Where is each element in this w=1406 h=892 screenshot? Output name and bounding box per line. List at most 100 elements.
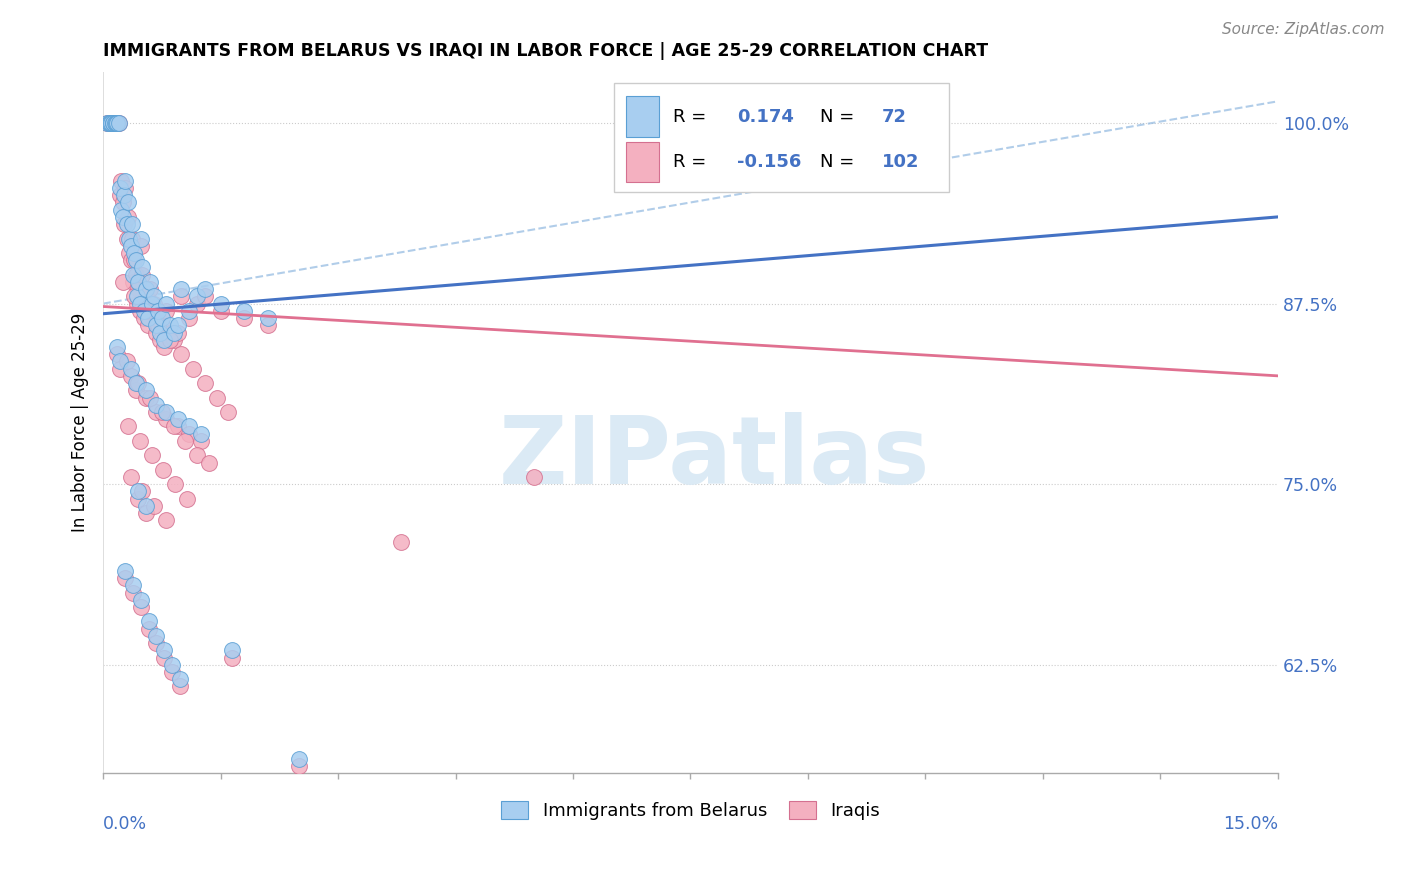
Point — [110, 188, 132, 202]
Point — [122, 268, 145, 282]
Point — [166, 419, 188, 434]
Point — [125, 384, 148, 398]
Point — [221, 650, 243, 665]
Point — [114, 564, 136, 578]
Point — [139, 282, 162, 296]
Point — [170, 282, 193, 296]
Point — [131, 484, 153, 499]
Point — [153, 333, 176, 347]
Point — [155, 296, 177, 310]
Point — [160, 657, 183, 672]
Text: ZIPatlas: ZIPatlas — [498, 412, 929, 504]
Text: 72: 72 — [882, 108, 907, 126]
Point — [155, 303, 177, 318]
Point — [127, 376, 149, 390]
Point — [127, 491, 149, 506]
Text: R =: R = — [673, 153, 706, 171]
Point — [166, 412, 188, 426]
Point — [112, 188, 135, 202]
Point — [104, 116, 127, 130]
Point — [149, 326, 172, 340]
Point — [115, 217, 138, 231]
Point — [256, 311, 278, 326]
Point — [120, 361, 142, 376]
Point — [132, 303, 155, 318]
Text: 102: 102 — [882, 153, 920, 171]
Point — [121, 231, 143, 245]
Point — [162, 326, 184, 340]
Point — [153, 650, 176, 665]
Point — [166, 318, 188, 333]
Legend: Immigrants from Belarus, Iraqis: Immigrants from Belarus, Iraqis — [494, 794, 887, 827]
Point — [124, 289, 146, 303]
Point — [186, 448, 208, 462]
Point — [107, 116, 129, 130]
Point — [179, 311, 201, 326]
Point — [129, 592, 152, 607]
Y-axis label: In Labor Force | Age 25-29: In Labor Force | Age 25-29 — [72, 313, 89, 533]
Point — [179, 426, 201, 441]
Point — [198, 456, 221, 470]
Point — [389, 535, 412, 549]
Point — [117, 210, 139, 224]
Point — [523, 470, 546, 484]
Point — [125, 268, 148, 282]
Text: R =: R = — [673, 108, 706, 126]
Bar — [626, 96, 659, 136]
Point — [135, 289, 157, 303]
Point — [120, 239, 142, 253]
Point — [153, 643, 176, 657]
Point — [110, 361, 132, 376]
Point — [155, 412, 177, 426]
Point — [111, 210, 134, 224]
Point — [105, 116, 128, 130]
Point — [97, 116, 120, 130]
Point — [129, 239, 152, 253]
Point — [190, 434, 212, 448]
Point — [114, 181, 136, 195]
Point — [174, 434, 197, 448]
Point — [129, 296, 152, 310]
Point — [110, 354, 132, 368]
Point — [165, 477, 187, 491]
Point — [160, 665, 183, 679]
Point — [256, 318, 278, 333]
Point — [288, 759, 311, 773]
Point — [101, 116, 124, 130]
Point — [150, 318, 173, 333]
Point — [209, 303, 232, 318]
Point — [288, 752, 311, 766]
FancyBboxPatch shape — [614, 83, 949, 192]
Point — [110, 181, 132, 195]
Point — [111, 195, 134, 210]
Point — [124, 253, 146, 268]
Point — [129, 600, 152, 615]
Point — [105, 116, 128, 130]
Point — [145, 398, 167, 412]
Point — [143, 289, 166, 303]
Point — [150, 311, 173, 326]
Point — [125, 253, 148, 268]
Point — [122, 578, 145, 592]
Point — [105, 340, 128, 354]
Point — [129, 434, 152, 448]
Point — [97, 116, 120, 130]
Point — [120, 253, 142, 268]
Point — [122, 585, 145, 599]
Point — [205, 391, 228, 405]
Text: N =: N = — [820, 108, 853, 126]
Point — [146, 318, 169, 333]
Point — [110, 202, 132, 217]
Point — [135, 506, 157, 520]
Point — [179, 419, 201, 434]
Point — [194, 376, 217, 390]
Point — [104, 116, 127, 130]
Text: 0.0%: 0.0% — [103, 815, 148, 833]
Point — [152, 463, 174, 477]
Point — [190, 426, 212, 441]
Point — [170, 289, 193, 303]
Point — [121, 217, 143, 231]
Point — [153, 340, 176, 354]
Point — [145, 318, 167, 333]
Point — [103, 116, 125, 130]
